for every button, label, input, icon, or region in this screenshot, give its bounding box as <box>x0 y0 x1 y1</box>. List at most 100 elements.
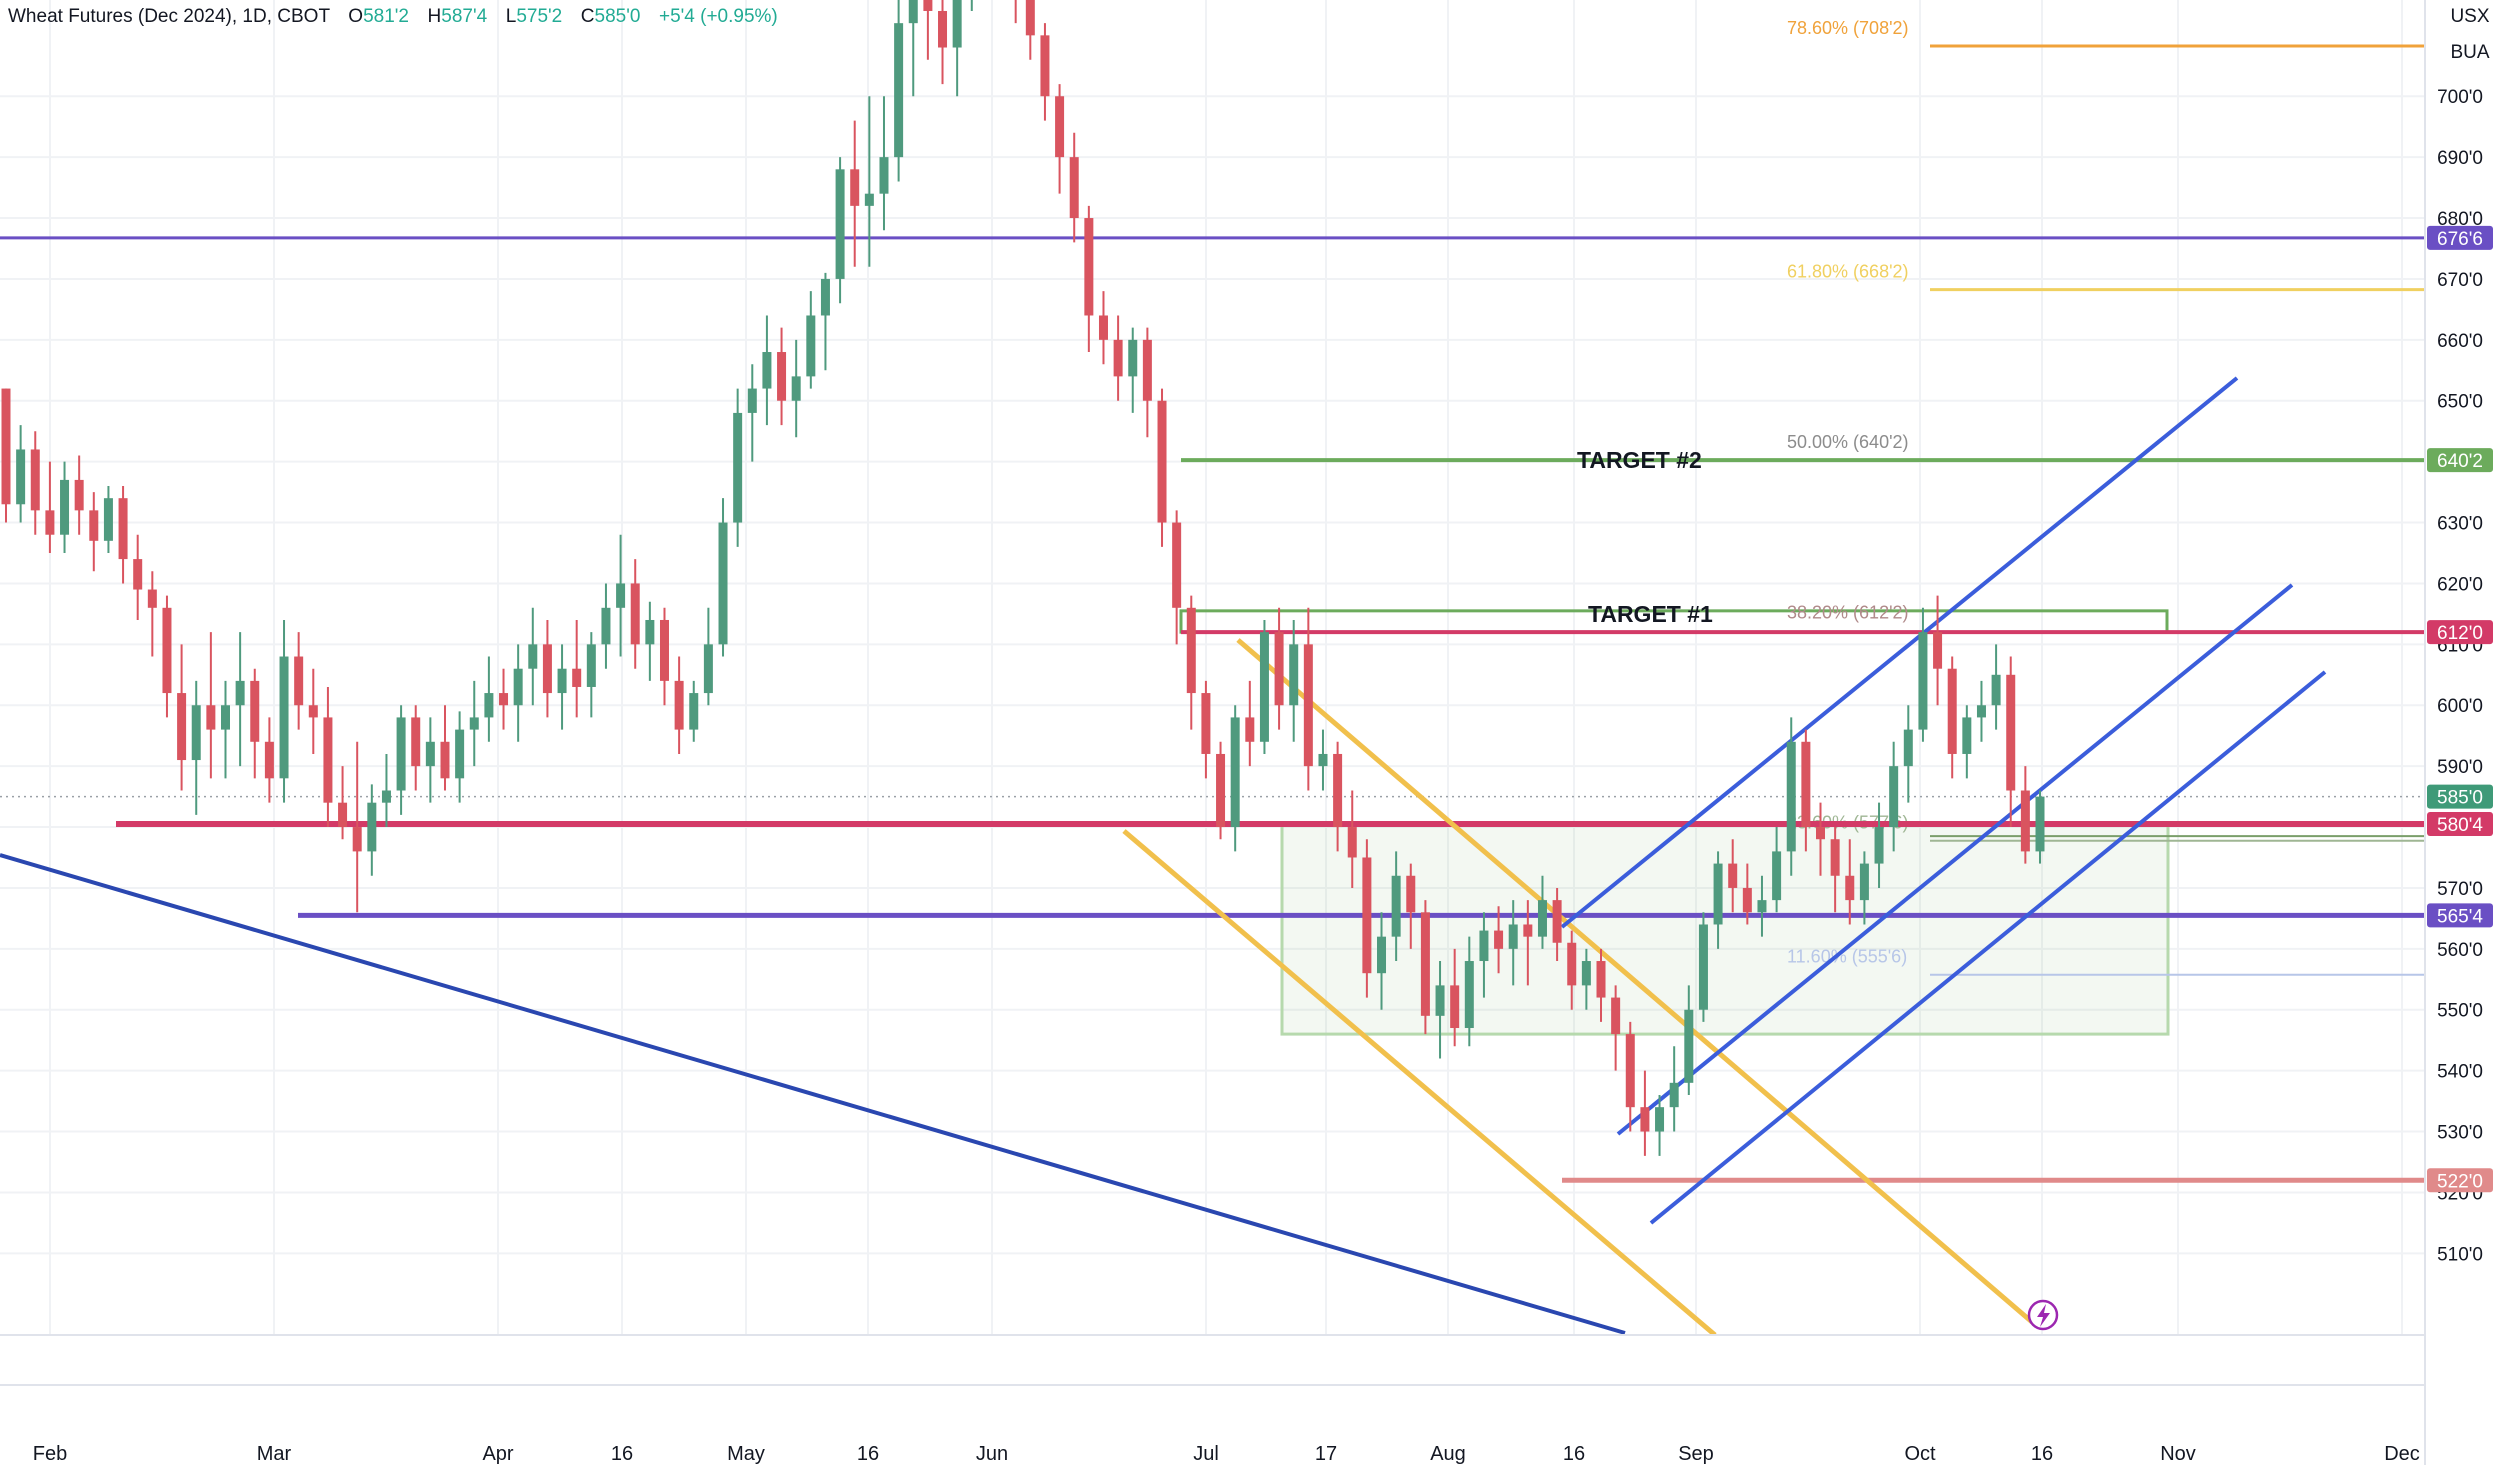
level-640-2-badge <box>2427 448 2493 473</box>
candle-body <box>1918 632 1928 730</box>
candle-body <box>1567 942 1577 986</box>
lightning-icon <box>2027 1299 2059 1331</box>
candle-body <box>1113 339 1123 377</box>
x-tick-label: 16 <box>857 1443 879 1465</box>
candle-body <box>147 589 157 608</box>
candle-body <box>396 717 406 791</box>
blue-channel-upper <box>1560 376 2239 929</box>
candle-body <box>938 10 948 48</box>
candle-body <box>1406 875 1416 913</box>
candle-body <box>220 705 230 730</box>
candle-body <box>1186 607 1196 694</box>
candle-body <box>674 680 684 730</box>
candle-body <box>499 693 509 706</box>
candle-body <box>1859 863 1869 901</box>
candle-body <box>235 680 245 706</box>
candle-body <box>1259 632 1269 742</box>
candle-body <box>1069 157 1079 219</box>
candle-body <box>835 169 845 279</box>
candle-body <box>1128 339 1138 377</box>
candle-body <box>1552 900 1562 943</box>
y-tick-label: 560'0 <box>2437 940 2483 961</box>
low-value: 575'2 <box>516 6 563 27</box>
candle-body <box>89 510 99 541</box>
candle-body <box>601 607 611 645</box>
candle-body <box>323 717 333 803</box>
candle-body <box>1098 315 1108 340</box>
candle-body <box>703 644 713 694</box>
x-tick-label: Aug <box>1430 1443 1466 1465</box>
y-tick-label: 650'0 <box>2437 392 2483 413</box>
change-value: +5'4 (+0.95%) <box>658 6 778 27</box>
y-tick-label: 690'0 <box>2437 148 2483 169</box>
candle-body <box>2006 674 2016 791</box>
candle-body <box>1464 961 1474 1029</box>
candle-body <box>1523 924 1533 937</box>
yellow-channel-lower <box>1122 829 1717 1337</box>
candle-body <box>616 583 626 608</box>
level-522-0-badge <box>2427 1168 2493 1193</box>
candle-body <box>250 680 260 742</box>
high-value: 587'4 <box>441 6 488 27</box>
x-tick-label: Nov <box>2160 1443 2196 1465</box>
candle-body <box>1494 930 1504 949</box>
candle-body <box>469 717 479 730</box>
candle-body <box>411 717 421 767</box>
candle-body <box>1772 851 1782 901</box>
candle-body <box>1976 705 1986 718</box>
x-tick-label: Feb <box>33 1443 67 1465</box>
level-580-4-badge <box>2427 811 2493 836</box>
time-axis-background <box>0 1335 2500 1465</box>
close-label: C <box>580 6 595 27</box>
x-tick-label: Jul <box>1193 1443 1219 1465</box>
y-tick-label: 590'0 <box>2437 757 2483 778</box>
close-value: 585'0 <box>594 6 641 27</box>
x-tick-label: Apr <box>482 1443 513 1465</box>
unit-button[interactable]: BUA <box>2450 42 2490 63</box>
current-price-badge-label: 585'0 <box>2437 788 2483 809</box>
candle-body <box>586 644 596 687</box>
y-tick-label: 540'0 <box>2437 1062 2483 1083</box>
candle-body <box>1025 0 1035 36</box>
candle-body <box>352 827 362 852</box>
fib-level-label: 78.60% (708'2) <box>1787 18 1909 38</box>
candle-body <box>1216 753 1226 828</box>
blue-channel-lower <box>1649 670 2327 1225</box>
open-label: O <box>348 6 364 27</box>
candle-body <box>206 705 216 730</box>
candle-body <box>2035 796 2045 852</box>
candle-body <box>1377 936 1387 974</box>
candle-body <box>103 498 113 541</box>
yellow-channel-upper <box>1236 638 2034 1324</box>
currency-unit-button[interactable]: USX <box>2450 6 2490 27</box>
level-580-4-badge-label: 580'4 <box>2437 815 2483 836</box>
candle-body <box>308 705 318 718</box>
candle-body <box>1245 717 1255 742</box>
x-tick-label: 16 <box>2031 1443 2053 1465</box>
candle-body <box>1040 35 1050 97</box>
candle-body <box>1435 985 1445 1016</box>
candle-body <box>1991 674 2001 706</box>
y-tick-label: 660'0 <box>2437 331 2483 352</box>
target-1-label: TARGET #1 <box>1588 601 1713 627</box>
candle-body <box>645 619 655 645</box>
candle-body <box>1362 857 1372 974</box>
candle-body <box>1084 218 1094 316</box>
candle-body <box>747 388 757 413</box>
candle-body <box>133 559 143 590</box>
level-565-4-badge <box>2427 903 2493 928</box>
candle-body <box>864 193 874 206</box>
candle-body <box>1933 632 1943 669</box>
candle-body <box>2020 790 2030 852</box>
y-tick-label: 700'0 <box>2437 87 2483 108</box>
candle-body <box>952 0 962 48</box>
candle-body <box>1391 875 1401 937</box>
y-tick-label: 680'0 <box>2437 209 2483 230</box>
candle-body <box>542 644 552 694</box>
candle-body <box>1742 887 1752 913</box>
fib-level-label: 11.60% (555'6) <box>1787 947 1907 967</box>
candle-body <box>294 656 304 706</box>
candle-body <box>572 668 582 687</box>
